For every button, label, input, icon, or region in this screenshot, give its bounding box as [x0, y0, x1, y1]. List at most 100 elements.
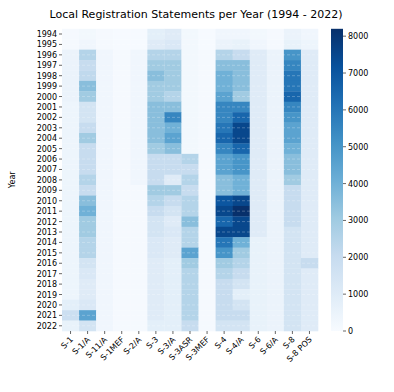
x-tick-label: S-4/A: [224, 335, 246, 357]
grid-line: [62, 65, 318, 66]
grid-line: [62, 284, 318, 285]
x-tick: [241, 331, 242, 334]
grid-line: [62, 117, 318, 118]
grid-line: [62, 242, 318, 243]
y-tick: [59, 138, 62, 139]
y-tick-label: 2013: [37, 228, 57, 237]
y-tick: [59, 96, 62, 97]
y-tick-label: 2019: [37, 291, 57, 300]
colorbar-tick: [343, 73, 346, 74]
y-tick: [59, 159, 62, 160]
grid-line: [62, 179, 318, 180]
colorbar: [331, 29, 343, 331]
grid-line: [62, 294, 318, 295]
x-tick: [104, 331, 105, 334]
y-tick: [59, 200, 62, 201]
grid-line: [62, 34, 318, 35]
x-tick-label: S-2/A: [122, 335, 144, 357]
x-tick: [207, 331, 208, 334]
y-tick: [59, 65, 62, 66]
y-tick: [59, 179, 62, 180]
x-tick: [258, 331, 259, 334]
colorbar-tick-label: 7000: [348, 69, 368, 78]
grid-line: [62, 159, 318, 160]
colorbar-tick: [343, 109, 346, 110]
y-tick: [59, 44, 62, 45]
grid-line: [62, 221, 318, 222]
y-tick-label: 1998: [37, 72, 57, 81]
title: Local Registration Statements per Year (…: [49, 8, 342, 21]
x-tick: [70, 331, 71, 334]
colorbar-tick: [343, 294, 346, 295]
x-tick: [275, 331, 276, 334]
y-tick: [59, 148, 62, 149]
grid-line: [62, 232, 318, 233]
colorbar-tick: [343, 257, 346, 258]
colorbar-tick: [343, 220, 346, 221]
grid-line: [62, 127, 318, 128]
y-tick-label: 2001: [37, 103, 57, 112]
colorbar-tick-label: 8000: [348, 32, 368, 41]
grid-line: [62, 190, 318, 191]
y-tick: [59, 315, 62, 316]
grid-line: [62, 96, 318, 97]
colorbar-tick-label: 2000: [348, 253, 368, 262]
colorbar-tick: [343, 36, 346, 37]
y-tick-label: 1995: [37, 40, 57, 49]
y-tick-label: 2007: [37, 165, 57, 174]
y-tick-label: 1994: [37, 30, 57, 39]
y-tick-label: 2000: [37, 93, 57, 102]
y-tick: [59, 232, 62, 233]
y-tick: [59, 86, 62, 87]
y-tick-label: 2020: [37, 301, 57, 310]
grid-line: [62, 211, 318, 212]
y-tick-label: 1999: [37, 82, 57, 91]
grid-line: [62, 86, 318, 87]
y-tick: [59, 54, 62, 55]
x-tick: [155, 331, 156, 334]
grid-line: [62, 315, 318, 316]
colorbar-tick: [343, 331, 346, 332]
colorbar-tick-label: 3000: [348, 216, 368, 225]
y-tick-label: 2008: [37, 176, 57, 185]
x-tick: [309, 331, 310, 334]
y-tick-label: 2021: [37, 311, 57, 320]
y-tick: [59, 242, 62, 243]
x-tick-label: S-3MEF: [184, 335, 212, 363]
cells: [62, 29, 318, 332]
grid-line: [62, 325, 318, 326]
y-tick-label: 2012: [37, 218, 57, 227]
colorbar-tick: [343, 183, 346, 184]
colorbar-tick-label: 5000: [348, 143, 368, 152]
y-tick-label: 2010: [37, 197, 57, 206]
grid-line: [62, 54, 318, 55]
x-tick: [292, 331, 293, 334]
y-tick: [59, 127, 62, 128]
y-tick: [59, 263, 62, 264]
y-tick-label: 2011: [37, 207, 57, 216]
grid-line: [62, 169, 318, 170]
grid-line: [62, 106, 318, 107]
y-tick-label: 1996: [37, 51, 57, 60]
x-tick: [190, 331, 191, 334]
y-tick: [59, 211, 62, 212]
colorbar-tick-label: 1000: [348, 290, 368, 299]
grid-line: [62, 252, 318, 253]
grid-line: [62, 148, 318, 149]
y-tick: [59, 273, 62, 274]
y-tick-label: 2004: [37, 134, 57, 143]
x-tick: [138, 331, 139, 334]
colorbar-tick-label: 4000: [348, 180, 368, 189]
y-tick: [59, 75, 62, 76]
y-tick: [59, 284, 62, 285]
y-tick: [59, 252, 62, 253]
y-tick: [59, 325, 62, 326]
grid-line: [62, 200, 318, 201]
y-tick-label: 2006: [37, 155, 57, 164]
grid-line: [62, 44, 318, 45]
y-tick: [59, 190, 62, 191]
y-tick-label: 2017: [37, 270, 57, 279]
y-tick-label: 2003: [37, 124, 57, 133]
y-tick-label: 2018: [37, 280, 57, 289]
y-tick: [59, 304, 62, 305]
